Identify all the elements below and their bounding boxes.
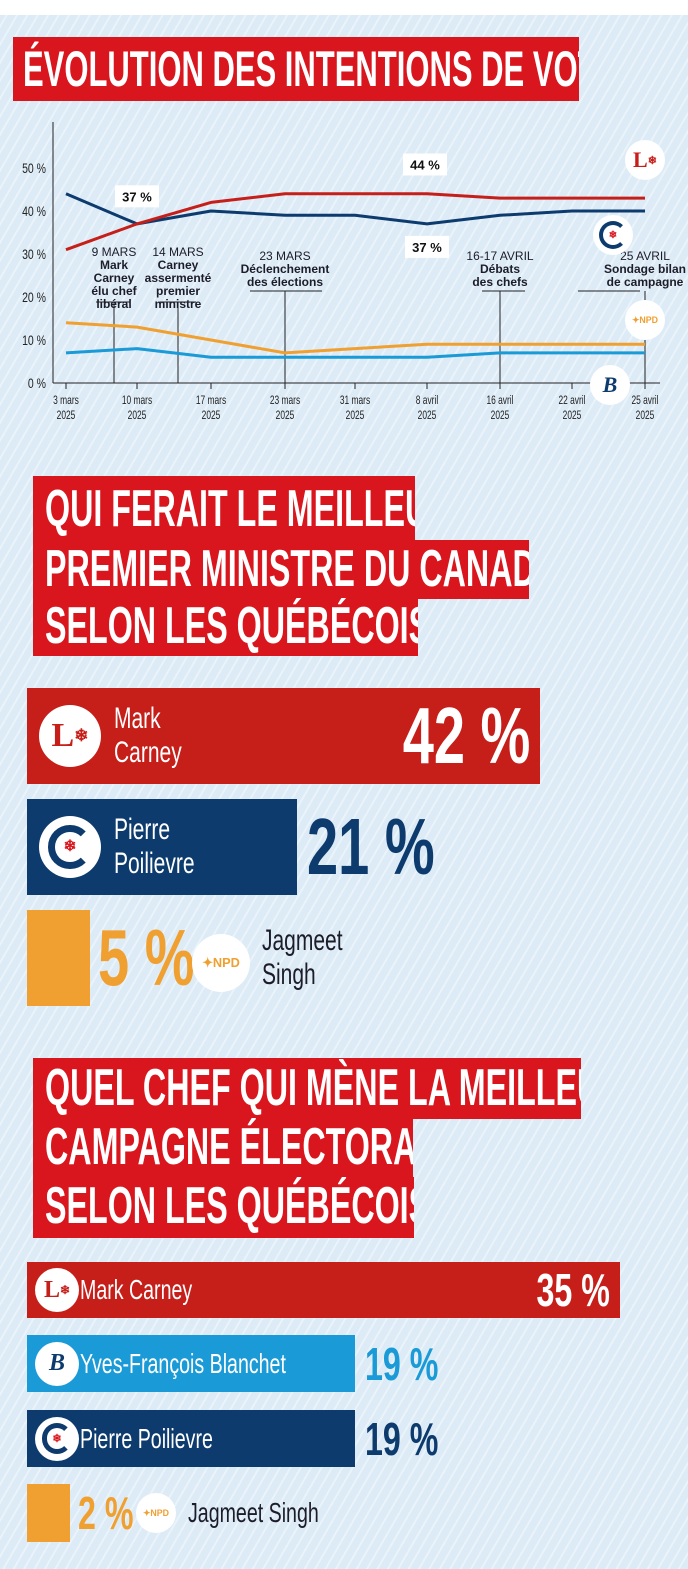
data-label: 44 % [410, 158, 440, 173]
bar-conservative [27, 1410, 355, 1467]
conservative-logo: ❄ [35, 1416, 79, 1461]
candidate-name: Pierre Poilievre [80, 1422, 213, 1454]
x-tick-label: 2025 [276, 410, 295, 423]
bar-value: 42 % [402, 691, 530, 780]
section3-title-line-2: CAMPAGNE ÉLECTORALE [33, 1118, 413, 1178]
npd-logo: ✦NPD [192, 934, 250, 992]
bar-npd [27, 910, 90, 1006]
bar-value: 35 % [536, 1264, 610, 1316]
npd-logo: ✦NPD [136, 1493, 176, 1533]
liberal-logo: L ❄ [35, 1268, 79, 1312]
annotation-date: 23 MARS [259, 249, 310, 263]
x-tick-label: 8 avril [416, 395, 438, 408]
chart-title: ÉVOLUTION DES INTENTIONS DE VOTE [13, 37, 579, 101]
legend-logo-npd: ✦NPD [625, 300, 665, 340]
bloc-logo: B [590, 365, 630, 405]
annotation-text: ministre [155, 297, 202, 311]
annotation-text: des chefs [472, 275, 528, 289]
candidate-name: Jagmeet Singh [262, 924, 343, 991]
npd-logo: ✦NPD [625, 300, 665, 340]
y-tick-label: 40 % [22, 204, 46, 220]
bar-value: 19 % [365, 1337, 439, 1390]
annotation-text: Déclenchement [241, 262, 330, 276]
x-tick-label: 10 mars [122, 395, 152, 408]
x-tick-label: 2025 [418, 410, 437, 423]
x-tick-label: 22 avril [558, 395, 585, 408]
x-tick-label: 2025 [636, 410, 655, 423]
x-tick-label: 25 avril [631, 395, 658, 408]
x-tick-label: 17 mars [196, 395, 226, 408]
annotation-date: 25 AVRIL [620, 249, 670, 263]
annotation-text: Carney [158, 258, 199, 272]
conservative-logo: ❄ [39, 816, 101, 878]
x-tick-label: 31 mars [340, 395, 370, 408]
y-tick-label: 20 % [22, 290, 46, 306]
line-chart: 0 % 10 % 20 % 30 % 40 % 50 % 3 mars 2025 10 mars… [22, 122, 686, 423]
annotation-text: des élections [247, 275, 323, 289]
data-label-box [405, 235, 449, 258]
legend-logo-conservative: ❄ [593, 215, 633, 255]
series-line-npd [65, 321, 645, 355]
annotation-text: libéral [96, 297, 131, 311]
x-tick-label: 2025 [346, 410, 365, 423]
annotation-date: 9 MARS [92, 245, 137, 259]
annotation-text: Carney [94, 271, 135, 285]
x-tick-label: 2025 [202, 410, 221, 423]
candidate-name: Pierre Poilievre [114, 813, 195, 880]
bar-value: 5 % [98, 913, 195, 1002]
annotation-text: élu chef [91, 284, 137, 298]
series-line-bloc [65, 347, 645, 359]
y-tick-label: 30 % [22, 247, 46, 263]
x-tick-label: 2025 [491, 410, 510, 423]
annotation-text: premier [156, 284, 200, 298]
legend-logo-liberal: L ❄ [625, 140, 665, 180]
x-tick-label: 3 mars [53, 395, 79, 408]
annotation-text: de campagne [607, 275, 684, 289]
bar-npd [27, 1484, 70, 1542]
legend-logo-bloc: B [590, 365, 630, 405]
series-line-liberal [65, 192, 645, 252]
bloc-logo: B [35, 1341, 79, 1386]
annotation-text: Sondage bilan [604, 262, 686, 276]
section3-title-line-1: QUEL CHEF QUI MÈNE LA MEILLEURE [33, 1058, 581, 1119]
conservative-logo: ❄ [593, 215, 633, 255]
bar-value: 21 % [307, 802, 435, 891]
annotation-date: 14 MARS [152, 245, 203, 259]
bar-liberal [27, 688, 540, 784]
bar-liberal [27, 1262, 620, 1318]
series-line-conservative [65, 192, 645, 226]
x-tick-label: 2025 [128, 410, 147, 423]
x-tick-label: 2025 [57, 410, 76, 423]
bar-value: 2 % [78, 1487, 134, 1539]
data-label-box [115, 185, 159, 208]
bar-bloc [27, 1335, 355, 1392]
candidate-name: Mark Carney [114, 702, 182, 769]
data-label: 37 % [412, 240, 442, 255]
section2-title-line-1: QUI FERAIT LE MEILLEUR [33, 476, 415, 541]
annotation-text: Débats [480, 262, 520, 276]
x-tick-label: 23 mars [270, 395, 300, 408]
y-tick-label: 0 % [28, 376, 46, 392]
data-label: 37 % [122, 189, 152, 204]
section3-title-line-3: SELON LES QUÉBÉCOIS ? [33, 1177, 414, 1238]
annotation-date: 16-17 AVRIL [466, 249, 533, 263]
annotation-text: assermenté [145, 271, 212, 285]
section2-title-line-2: PREMIER MINISTRE DU CANADA [33, 540, 529, 599]
candidate-name: Yves-François Blanchet [80, 1347, 286, 1379]
candidate-name: Jagmeet Singh [188, 1497, 319, 1528]
x-tick-label: 16 avril [486, 395, 513, 408]
x-tick-label: 2025 [563, 410, 582, 423]
annotation-text: Mark [100, 258, 128, 272]
candidate-name: Mark Carney [80, 1274, 193, 1305]
liberal-logo: L ❄ [625, 140, 665, 180]
y-tick-label: 50 % [22, 161, 46, 177]
liberal-logo: L ❄ [39, 705, 101, 767]
data-label-box [403, 153, 447, 176]
section2-title-line-3: SELON LES QUÉBÉCOIS ? [33, 598, 418, 656]
y-tick-label: 10 % [22, 333, 46, 349]
bar-value: 19 % [365, 1412, 439, 1465]
